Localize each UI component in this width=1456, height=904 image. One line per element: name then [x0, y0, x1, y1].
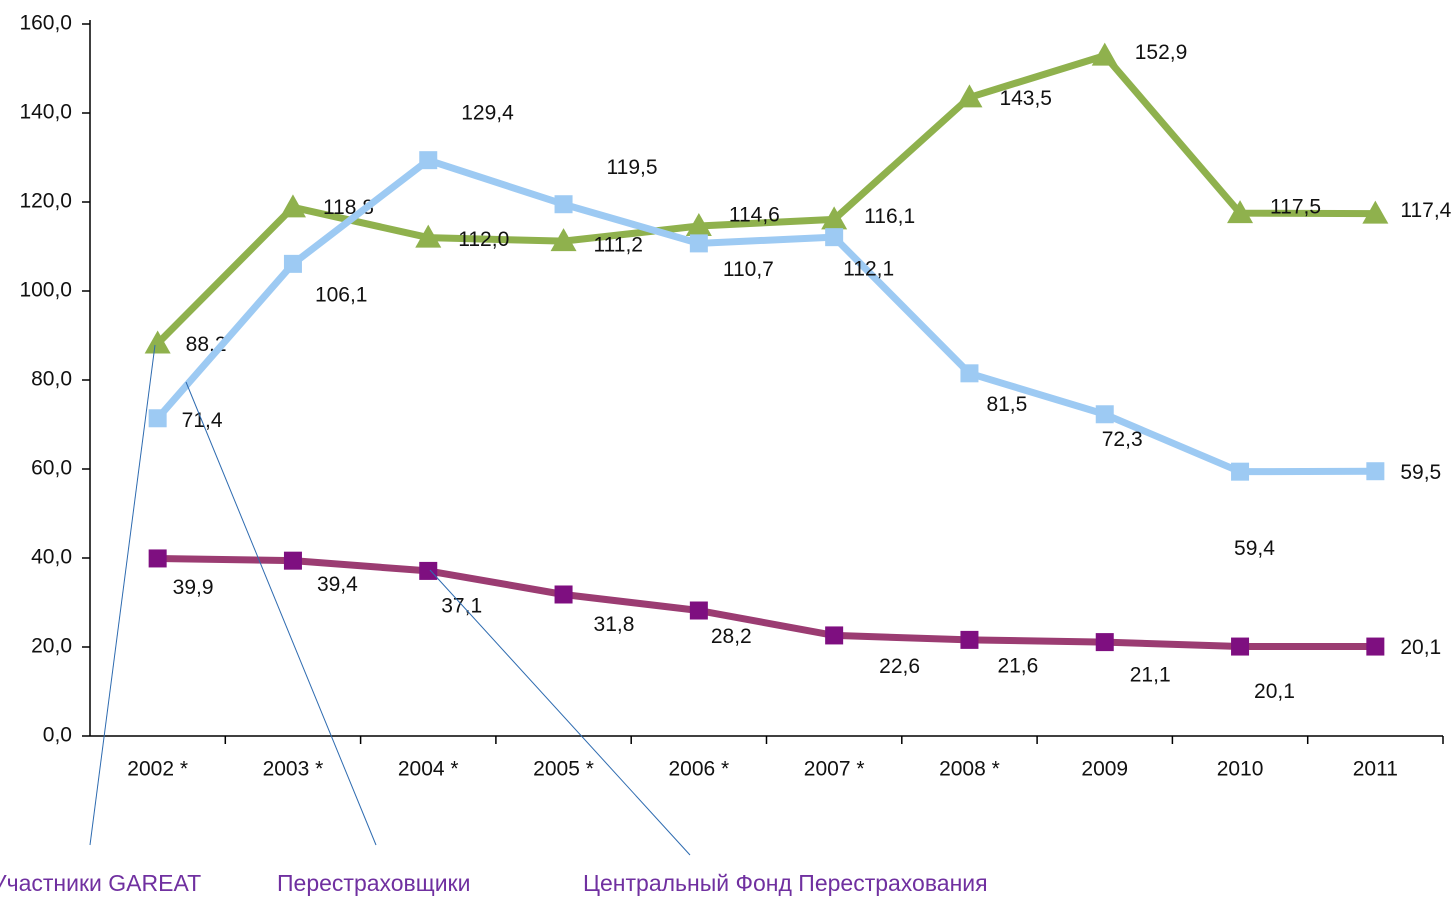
data-label: 39,4 [317, 573, 358, 596]
data-label: 22,6 [879, 655, 920, 678]
x-tick-label: 2002 * [127, 758, 188, 781]
marker [1231, 462, 1250, 481]
x-tick-label: 2004 * [398, 758, 459, 781]
series-line [155, 156, 1376, 476]
marker [148, 409, 167, 428]
data-label: 110,7 [723, 258, 774, 281]
pointer-line [89, 344, 156, 846]
marker [283, 254, 302, 273]
pointer-line [429, 569, 691, 856]
marker [554, 585, 573, 604]
y-tick-label: 140,0 [19, 101, 72, 124]
data-label: 116,1 [864, 205, 915, 228]
data-label: 117,4 [1400, 199, 1451, 222]
marker [554, 195, 573, 214]
marker [825, 626, 844, 645]
y-tick-label: 20,0 [31, 635, 72, 658]
data-label: 72,3 [1102, 428, 1143, 451]
x-tick-label: 2010 [1217, 758, 1264, 781]
data-label: 114,6 [729, 204, 780, 227]
y-tick-label: 40,0 [31, 546, 72, 569]
data-label: 20,1 [1400, 636, 1441, 659]
x-tick-label: 2003 * [263, 758, 324, 781]
marker [419, 151, 438, 170]
data-label: 37,1 [441, 594, 482, 617]
marker [1362, 200, 1389, 224]
y-tick-label: 0,0 [43, 724, 72, 747]
y-tick-label: 60,0 [31, 457, 72, 480]
series-line [155, 52, 1376, 346]
legend-label: Участники GAREAT [0, 870, 201, 896]
marker [685, 213, 712, 237]
data-label: 20,1 [1254, 680, 1295, 703]
data-label: 59,5 [1400, 461, 1441, 484]
marker [960, 630, 979, 649]
marker [148, 549, 167, 568]
legend-label: Перестраховщики [277, 870, 470, 896]
marker [689, 601, 708, 620]
marker [415, 224, 442, 248]
marker [1231, 637, 1250, 656]
data-label: 119,5 [607, 156, 658, 179]
x-tick-label: 2009 [1081, 758, 1128, 781]
data-label: 129,4 [461, 102, 514, 125]
data-label: 112,0 [458, 228, 509, 251]
marker [960, 364, 979, 383]
marker [279, 194, 306, 218]
marker [1095, 405, 1114, 424]
pointer-line [185, 381, 377, 846]
x-tick-label: 2008 * [939, 758, 1000, 781]
data-label: 21,1 [1130, 664, 1171, 687]
data-label: 117,5 [1270, 196, 1321, 219]
data-label: 152,9 [1135, 41, 1188, 64]
x-tick-label: 2006 * [668, 758, 729, 781]
marker [1091, 42, 1118, 66]
x-tick-label: 2011 [1353, 758, 1398, 781]
marker [689, 234, 708, 253]
data-label: 59,4 [1234, 537, 1275, 560]
y-tick-label: 120,0 [19, 190, 72, 213]
marker [1366, 462, 1385, 481]
marker [825, 228, 844, 247]
x-tick-label: 2007 * [804, 758, 865, 781]
data-label: 143,5 [999, 87, 1052, 110]
marker [550, 228, 577, 252]
data-label: 39,9 [173, 576, 214, 599]
marker [956, 84, 983, 108]
data-label: 111,2 [594, 234, 643, 257]
legend-label: Центральный Фонд Перестрахования [583, 870, 988, 896]
marker [283, 551, 302, 570]
data-label: 21,6 [997, 654, 1038, 677]
x-tick-label: 2005 * [533, 758, 594, 781]
data-label: 31,8 [594, 613, 635, 636]
marker [821, 206, 848, 230]
data-label: 106,1 [315, 283, 368, 306]
data-label: 81,5 [986, 393, 1027, 416]
y-tick-label: 100,0 [19, 279, 72, 302]
marker [419, 561, 438, 580]
marker [144, 330, 171, 354]
marker [1095, 633, 1114, 652]
marker [1366, 637, 1385, 656]
y-tick-label: 160,0 [19, 12, 72, 35]
series-line [157, 554, 1376, 651]
data-label: 28,2 [711, 625, 752, 648]
y-tick-label: 80,0 [31, 368, 72, 391]
data-label: 112,1 [843, 258, 894, 281]
marker [1227, 200, 1254, 224]
